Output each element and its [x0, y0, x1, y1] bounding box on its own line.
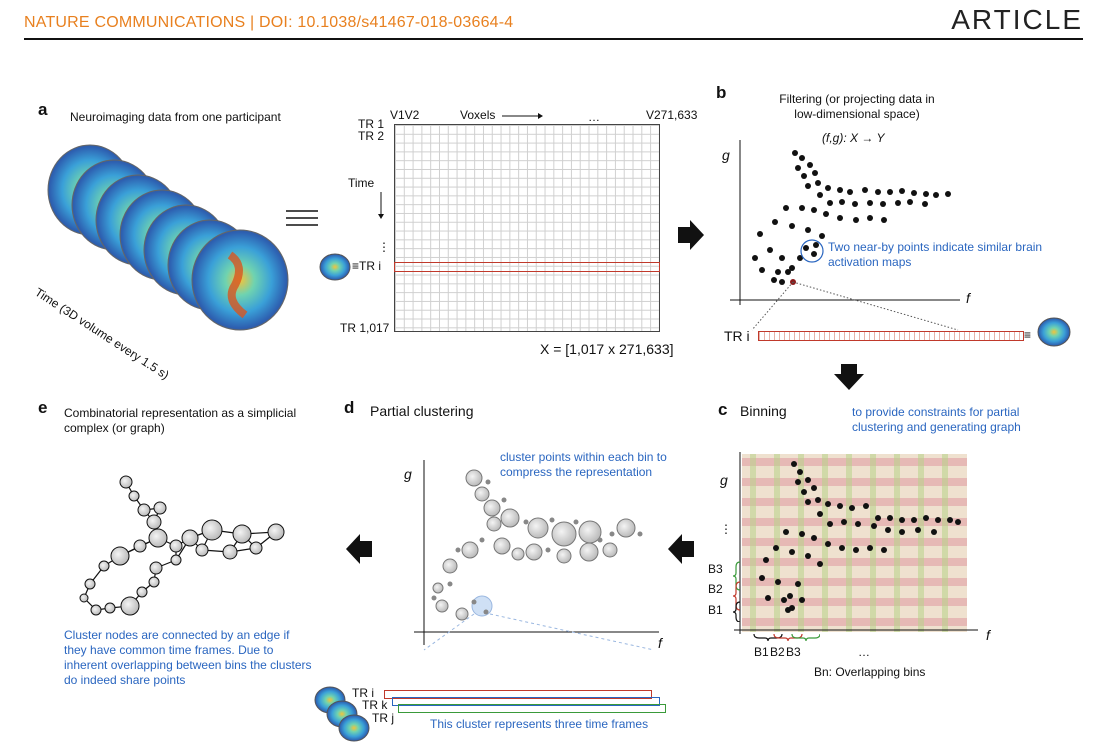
- time-label: Time: [348, 176, 375, 190]
- simplicial-complex-graph: [79, 475, 285, 616]
- panel-d-bar-note: This cluster represents three time frame…: [430, 717, 649, 731]
- panel-b-title-line1: Filtering (or projecting data in: [779, 92, 935, 106]
- arrow-a-to-b: [678, 220, 704, 250]
- panel-d-note: cluster points within each bin to compre…: [500, 450, 667, 480]
- equiv-symbol: ≡: [1024, 328, 1032, 342]
- panel-c-caption: Bn: Overlapping bins: [814, 665, 926, 679]
- data-matrix: [394, 124, 660, 332]
- trlast-label: TR 1,017: [340, 321, 390, 335]
- row-bin-braces: [732, 561, 741, 622]
- panel-c-title: Binning: [740, 403, 787, 419]
- panel-e-letter: e: [38, 398, 48, 417]
- panel-b-row-bar: [758, 331, 1024, 341]
- panel-b-g-axis: g: [722, 147, 730, 163]
- panel-b-tri: TR i: [724, 328, 750, 344]
- panel-e-note-line3: inherent overlapping between bins the cl…: [64, 658, 312, 672]
- panel-d-note-line2: compress the representation: [500, 465, 653, 479]
- arrow-c-to-d: [668, 534, 694, 564]
- panel-e-title: Combinatorial representation as a simpli…: [64, 406, 296, 436]
- panel-d-tri: TR i: [352, 686, 374, 700]
- brain-volume-stack: [47, 144, 289, 331]
- panel-b-f-axis: f: [966, 290, 970, 306]
- panel-c-xbins: B1 B2 B3: [754, 645, 801, 659]
- journal-header: NATURE COMMUNICATIONS | DOI: 10.1038/s41…: [24, 14, 514, 31]
- v1v2-label: V1V2: [390, 108, 420, 122]
- panel-e-note: Cluster nodes are connected by an edge i…: [64, 628, 312, 688]
- panel-c-letter: c: [718, 400, 728, 419]
- panel-d-f-axis: f: [658, 635, 662, 651]
- small-brain-icon: [319, 253, 351, 281]
- panel-d-letter: d: [344, 398, 355, 417]
- cluster-circles: [432, 469, 636, 621]
- highlighted-cluster: [471, 595, 493, 617]
- panel-e-note-line2: they have common time frames. Due to: [64, 643, 274, 657]
- panel-e-note-line4: do indeed share points: [64, 673, 186, 687]
- panel-b-mapping: (f,g): X → Y: [822, 131, 885, 145]
- time-arrow: [378, 192, 384, 219]
- panel-e-note-line1: Cluster nodes are connected by an edge i…: [64, 628, 290, 642]
- graph-nodes: [79, 475, 285, 616]
- panel-b-letter: b: [716, 83, 727, 102]
- article-label: ARTICLE: [951, 4, 1083, 35]
- panel-c-xellipsis: …: [858, 645, 870, 659]
- panel-c-note-line2: clustering and generating graph: [852, 420, 1021, 434]
- scatter-b-points: [752, 150, 951, 285]
- panel-a-title: Neuroimaging data from one participant: [70, 110, 281, 124]
- tr2-label: TR 2: [358, 129, 385, 143]
- panel-b-note: Two near-by points indicate similar brai…: [828, 240, 1042, 270]
- vlast-label: V271,633: [646, 108, 698, 122]
- equivalence-sign: [286, 210, 318, 226]
- panel-d-g-axis: g: [404, 466, 412, 482]
- matrix-vdots: ⋮: [378, 240, 390, 254]
- panel-a-letter: a: [38, 100, 48, 119]
- panel-c-b1: B1: [708, 603, 723, 617]
- panel-d-title: Partial clustering: [370, 403, 474, 419]
- scatter-b: [730, 140, 960, 331]
- voxels-label: Voxels: [460, 108, 496, 122]
- horizontal-bins: [742, 458, 967, 626]
- panel-c-note: to provide constraints for partial clust…: [852, 405, 1021, 435]
- matrix-row-highlight: [394, 262, 660, 272]
- panel-d-trj: TR j: [372, 711, 394, 725]
- near-points-highlight: [800, 239, 824, 263]
- panel-c-b2: B2: [708, 582, 723, 596]
- bar-trk: [392, 697, 660, 706]
- panel-b-title-line2: low-dimensional space): [794, 107, 920, 121]
- cluster-scatter-d: [414, 460, 659, 651]
- panel-b-note-line1: Two near-by points indicate similar brai…: [828, 240, 1043, 254]
- panel-b-note-line2: activation maps: [828, 255, 912, 269]
- stacked-brains: [314, 686, 370, 742]
- bar-trj: [398, 704, 666, 713]
- small-brain-icon-b: [1037, 317, 1071, 347]
- panel-c-f-axis: f: [986, 627, 990, 643]
- panel-d-trk: TR k: [362, 698, 388, 712]
- binned-scatter-c: [734, 452, 978, 634]
- header-rule: [24, 38, 1083, 40]
- vertical-bins: [750, 454, 948, 632]
- scatter-c-points: [759, 461, 961, 613]
- panel-e-title-line1: Combinatorial representation as a simpli…: [64, 406, 297, 420]
- panel-d-note-line1: cluster points within each bin to: [500, 450, 667, 464]
- panel-c-note-line1: to provide constraints for partial: [852, 405, 1020, 419]
- voxels-arrow: [502, 113, 543, 119]
- panel-c-g-axis: g: [720, 472, 728, 488]
- col-bin-braces: [753, 633, 820, 642]
- tri-label: ≡TR i: [352, 259, 381, 273]
- panel-c-b3: B3: [708, 562, 723, 576]
- arrow-d-to-e: [346, 534, 372, 564]
- matrix-dimension-label: X = [1,017 x 271,633]: [540, 341, 674, 357]
- panel-e-title-line2: complex (or graph): [64, 421, 165, 435]
- brain-slices: [47, 144, 289, 331]
- bar-tri: [384, 690, 652, 699]
- tr1-label: TR 1: [358, 117, 385, 131]
- panel-b-title: Filtering (or projecting data in low-dim…: [772, 92, 942, 122]
- arrow-b-to-c: [834, 364, 864, 390]
- panel-c-dots: ⋮: [720, 522, 732, 536]
- voxels-ellipsis: …: [588, 110, 600, 124]
- cluster-member-points: [431, 479, 643, 615]
